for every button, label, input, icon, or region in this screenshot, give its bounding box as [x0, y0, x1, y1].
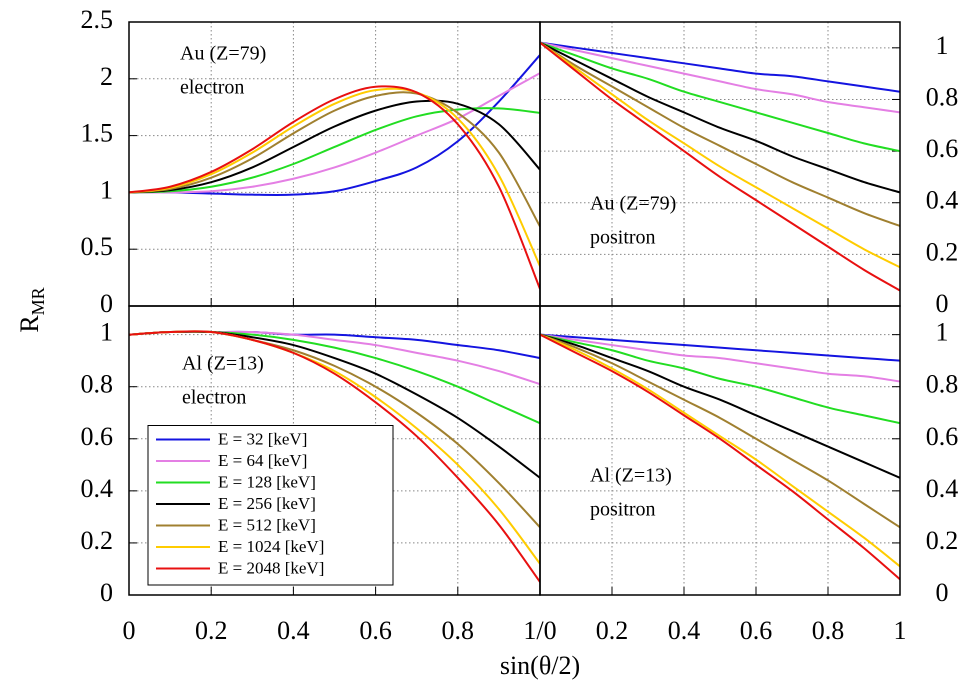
annotation: Al (Z=13): [590, 465, 672, 487]
y-tick-label: 1: [936, 318, 949, 347]
annotation: electron: [180, 77, 244, 99]
legend-label: E = 512 [keV]: [218, 515, 316, 534]
data-line: [540, 333, 900, 529]
x-axis-label: sin(θ/2): [500, 651, 580, 680]
x-tick-label: 0: [123, 616, 136, 645]
annotation: positron: [590, 227, 656, 249]
data-line: [129, 99, 540, 194]
y-axis-label: RMR: [15, 287, 48, 332]
data-line: [129, 85, 540, 290]
y-tick-label: 1: [100, 318, 113, 347]
data-line: [540, 41, 900, 194]
data-line: [129, 330, 540, 425]
y-axis-label-sub: MR: [28, 287, 48, 315]
data-line: [540, 333, 900, 581]
panel-frame: [539, 21, 901, 307]
y-tick-label: 0.2: [81, 526, 114, 555]
legend-label: E = 256 [keV]: [218, 494, 316, 513]
annotation: Au (Z=79): [590, 193, 676, 215]
y-tick-label: 0.2: [926, 526, 959, 555]
x-tick-label: 1: [894, 616, 907, 645]
panel-frame: [128, 21, 541, 307]
data-line: [540, 333, 900, 383]
y-tick-label: 1.5: [81, 119, 114, 148]
x-tick-label: 0.2: [195, 616, 228, 645]
data-line: [540, 41, 900, 153]
y-tick-label: 0: [100, 578, 113, 607]
x-tick-label: 0.6: [359, 616, 392, 645]
y-tick-label: 0.4: [926, 186, 959, 215]
data-line: [540, 41, 900, 114]
data-line: [540, 333, 900, 425]
y-tick-label: 0.8: [926, 370, 959, 399]
x-tick-label: 0.8: [812, 616, 845, 645]
y-tick-label: 1: [936, 31, 949, 60]
y-tick-label: 0: [936, 289, 949, 318]
x-tick-label: 0.8: [442, 616, 475, 645]
data-line: [540, 41, 900, 269]
panel: 0 0.2 0.4 0.6 0.8 1 0 0.2 0.4 0.6 0.8 1/0 Al (Z=13) e…: [81, 305, 557, 645]
y-tick-label: 0.6: [926, 134, 959, 163]
y-tick-label: 0.8: [926, 82, 959, 111]
y-tick-label: 2: [100, 62, 113, 91]
legend-box: [147, 425, 394, 586]
y-tick-label: 0.2: [926, 237, 959, 266]
data-line: [129, 91, 540, 227]
y-tick-label: 0.4: [81, 474, 114, 503]
x-tick-label: 1/0: [523, 616, 556, 645]
data-line: [540, 41, 900, 93]
y-tick-label: 0.4: [926, 474, 959, 503]
data-line: [540, 41, 900, 227]
data-line: [540, 333, 900, 479]
x-tick-label: 0.4: [668, 616, 701, 645]
data-line: [540, 333, 900, 362]
y-tick-label: 0.6: [81, 422, 114, 451]
data-line: [129, 72, 540, 194]
x-tick-label: 0.2: [596, 616, 629, 645]
y-tick-label: 1: [100, 175, 113, 204]
y-tick-label: 2.5: [81, 5, 114, 34]
y-tick-label: 0: [936, 578, 949, 607]
data-line: [540, 333, 900, 568]
legend-label: E = 32 [keV]: [218, 429, 307, 448]
panel-frame: [539, 305, 901, 596]
panel: 0 0.5 1 1.5 2 2.5 Au (Z=79) electron: [81, 5, 541, 318]
annotation: Al (Z=13): [182, 353, 264, 375]
annotation: Au (Z=79): [180, 43, 266, 65]
annotation: positron: [590, 499, 656, 521]
y-tick-label: 0.5: [81, 232, 114, 261]
data-line: [129, 330, 540, 583]
legend-label: E = 1024 [keV]: [218, 537, 324, 556]
x-tick-label: 0.4: [277, 616, 310, 645]
panel: 0 0.2 0.4 0.6 0.8 1 Au (Z=79) positron: [539, 21, 959, 318]
y-tick-label: 0.6: [926, 422, 959, 451]
y-axis-label-main: R: [15, 315, 44, 333]
y-tick-label: 0: [100, 289, 113, 318]
legend-label: E = 2048 [keV]: [218, 558, 324, 577]
data-line: [540, 41, 900, 292]
legend-label: E = 128 [keV]: [218, 472, 316, 491]
legend-label: E = 64 [keV]: [218, 451, 307, 470]
x-tick-label: 0.6: [740, 616, 773, 645]
data-line: [129, 87, 540, 267]
y-tick-label: 0.8: [81, 370, 114, 399]
panel: 0 0.2 0.4 0.6 0.8 1 0.2 0.4 0.6 0.8 1 Al (Z=13) posi…: [539, 305, 959, 645]
annotation: electron: [182, 387, 246, 409]
